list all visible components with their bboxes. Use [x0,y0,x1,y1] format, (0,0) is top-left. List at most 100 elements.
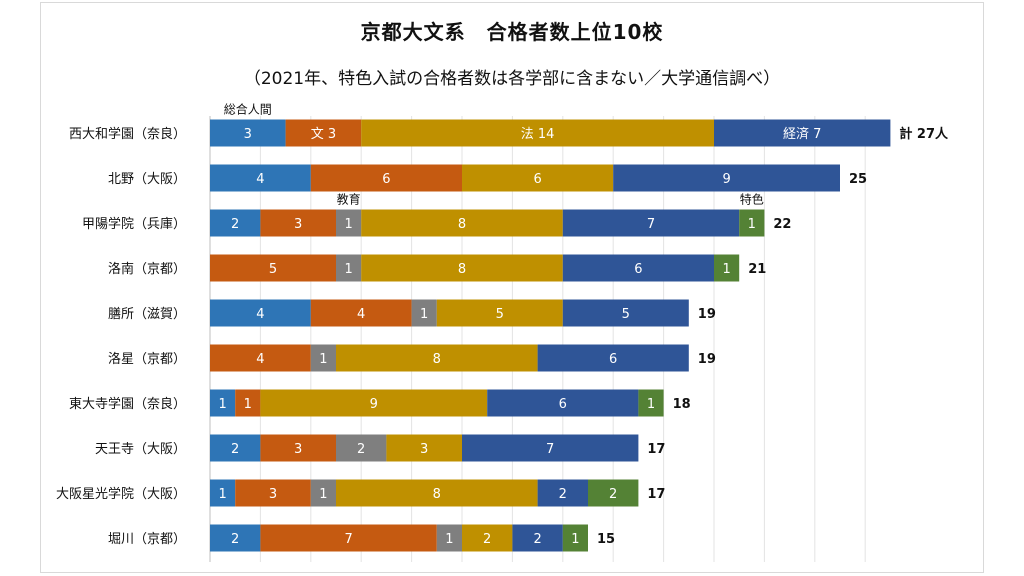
segment-label: 経済 7 [783,126,821,142]
bar-segment [562,254,714,282]
bar-segment [512,524,563,552]
segment-label: 6 [609,352,617,367]
segment-label: 2 [559,487,567,502]
segment-label: 6 [533,172,541,187]
segment-label: 6 [559,397,567,412]
segment-label: 3 [244,127,252,142]
total-label: 18 [673,397,691,412]
segment-label: 8 [458,262,466,277]
callout-label: 総合人間 [224,102,272,117]
segment-label: 1 [319,352,327,367]
category-label: 大阪星光学院（大阪） [56,486,186,502]
callout-label: 特色 [740,192,764,207]
segment-label: 8 [458,217,466,232]
bar-segment [260,524,437,552]
segment-label: 2 [533,532,541,547]
total-label: 15 [597,532,615,547]
bar-segment [361,119,714,147]
category-label: 膳所（滋賀） [108,306,186,322]
bar-segment [260,389,488,417]
total-label: 19 [698,352,716,367]
category-label: 北野（大阪） [108,172,186,187]
segment-label: 5 [496,307,504,322]
segment-label: 1 [647,397,655,412]
bar-segment [310,344,336,372]
segment-label: 2 [357,442,365,457]
segment-label: 9 [722,172,730,187]
bar-segment [562,209,740,237]
bar-segment [336,254,362,282]
segment-label: 1 [218,397,226,412]
segment-label: 2 [609,487,617,502]
total-label: 17 [647,487,665,502]
category-label: 天王寺（大阪） [95,442,186,457]
segment-label: 8 [433,352,441,367]
segment-label: 8 [433,487,441,502]
bar-segment [210,299,311,327]
callout-label: 教育 [337,192,361,207]
bar-segment [714,254,740,282]
bar-segment [210,119,286,147]
total-label: 22 [773,217,791,232]
segment-label: 2 [231,532,239,547]
bar-segment [310,299,412,327]
bar-segment [562,299,689,327]
bar-segment [210,164,311,192]
total-label: 17 [647,442,665,457]
segment-label: 3 [269,487,277,502]
category-label: 洛南（京都） [108,261,186,277]
bar-segment [336,434,387,462]
bar-segment [235,479,311,507]
segment-label: 1 [748,217,756,232]
segment-label: 3 [294,442,302,457]
segment-label: 2 [483,532,491,547]
bar-segment [714,119,891,147]
segment-label: 4 [256,307,264,322]
segment-label: 2 [231,442,239,457]
bar-segment [487,389,639,417]
bar-segment [462,164,614,192]
segment-label: 5 [269,262,277,277]
category-label: 西大和学園（奈良） [69,126,186,142]
segment-label: 4 [256,172,264,187]
total-label: 計 27人 [899,126,949,142]
bar-segment [210,389,236,417]
segment-label: 4 [357,307,365,322]
segment-label: 5 [622,307,630,322]
bar-segment [537,479,588,507]
bar-segment [436,299,563,327]
bar-segment [310,164,462,192]
bar-segment [260,434,336,462]
segment-label: 1 [218,487,226,502]
bar-segment [436,524,462,552]
segment-label: 1 [722,262,730,277]
segment-label: 3 [294,217,302,232]
bar-segment [210,434,261,462]
bar-segment [210,524,261,552]
bar-segment [210,479,236,507]
segment-label: 1 [319,487,327,502]
category-label: 甲陽学院（兵庫） [82,216,186,232]
bar-segment [336,344,538,372]
bar-segment [210,209,261,237]
segment-label: 6 [634,262,642,277]
total-label: 25 [849,172,867,187]
segment-label: 4 [256,352,264,367]
segment-label: 1 [244,397,252,412]
segment-label: 3 [420,442,428,457]
bar-segment [310,479,336,507]
bar-segment [361,254,563,282]
bar-segment [260,209,336,237]
bar-segment [386,434,462,462]
bar-segment [336,209,362,237]
bar-segment [537,344,689,372]
segment-label: 9 [370,397,378,412]
bar-segment [210,344,311,372]
segment-label: 1 [420,307,428,322]
bar-segment [613,164,840,192]
chart-subtitle: （2021年、特色入試の合格者数は各学部に含まない／大学通信調べ） [243,69,781,89]
bar-segment [739,209,765,237]
segment-label: 7 [647,217,655,232]
bar-segment [588,479,639,507]
